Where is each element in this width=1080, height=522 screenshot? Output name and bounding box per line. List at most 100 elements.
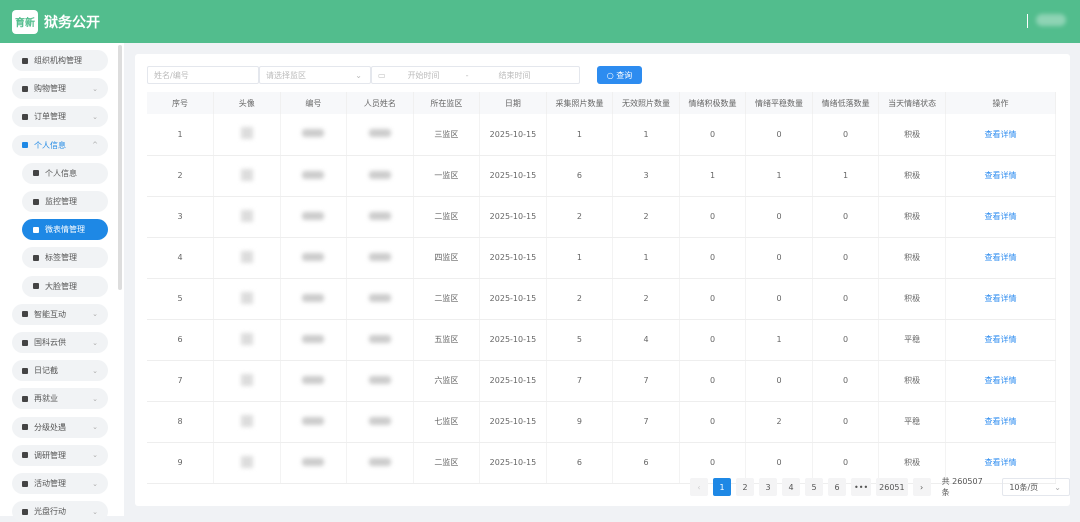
avatar <box>240 414 253 427</box>
sidebar-item-label: 购物管理 <box>34 84 66 94</box>
name-cell <box>346 278 414 320</box>
sidebar-item[interactable]: 订单管理 ⌄ <box>12 106 108 128</box>
sidebar-item[interactable]: 组织机构管理 <box>12 50 108 71</box>
prev-page-button[interactable]: ‹ <box>690 478 708 496</box>
calendar-icon: ▭ <box>378 70 386 80</box>
id-cell <box>280 237 348 279</box>
view-details-link[interactable]: 查看详情 <box>984 376 1017 385</box>
cell: 0 <box>745 278 813 320</box>
table-row: 3 二监区 2025-10-15 2 2 0 0 0 积极 查看详情 <box>147 196 1056 238</box>
view-details-link[interactable]: 查看详情 <box>984 253 1017 262</box>
column-header: 情绪低落数量 <box>812 92 880 114</box>
name-input[interactable]: 姓名/编号 <box>147 66 259 84</box>
sidebar-item[interactable]: 智能互动 ⌄ <box>12 303 108 325</box>
avatar <box>240 373 253 386</box>
view-details-link[interactable]: 查看详情 <box>984 458 1017 467</box>
chevron-down-icon: ⌄ <box>92 423 98 432</box>
cell: 0 <box>745 114 813 156</box>
cell: 0 <box>679 196 747 238</box>
view-details-link[interactable]: 查看详情 <box>984 171 1017 180</box>
page-button[interactable]: 2 <box>736 478 754 496</box>
sidebar-item[interactable]: 活动管理 ⌄ <box>12 473 108 494</box>
sidebar-item-label: 活动管理 <box>34 479 66 488</box>
sidebar-item-label: 光盘行动 <box>34 507 66 517</box>
cell: 6 <box>147 319 215 361</box>
total-count: 共 260507 条 <box>941 477 983 497</box>
main-panel: 姓名/编号 请选择监区 ⌄ ▭ 开始时间 - 结束时间 ○ 查询 序号 头像 编号 人员… <box>135 54 1070 506</box>
chevron-down-icon: ⌄ <box>92 366 98 375</box>
cell: 1 <box>546 237 614 279</box>
cell: 0 <box>812 278 880 320</box>
chevron-down-icon: ⌄ <box>1054 482 1061 492</box>
sidebar-item[interactable]: 光盘行动 ⌄ <box>12 501 108 522</box>
cell: 0 <box>812 114 880 156</box>
column-header: 人员姓名 <box>346 92 414 114</box>
column-header: 情绪积极数量 <box>679 92 747 114</box>
user-menu[interactable] <box>1036 14 1066 26</box>
sidebar-item[interactable]: 分级处遇 ⌄ <box>12 416 108 438</box>
table-row: 5 二监区 2025-10-15 2 2 0 0 0 积极 查看详情 <box>147 278 1056 320</box>
name-cell <box>346 196 414 238</box>
cell: 3 <box>612 155 680 197</box>
view-details-link[interactable]: 查看详情 <box>984 294 1017 303</box>
avatar <box>240 250 253 263</box>
avatar <box>240 127 253 140</box>
view-details-link[interactable]: 查看详情 <box>984 212 1017 221</box>
view-details-link[interactable]: 查看详情 <box>984 335 1017 344</box>
page-button[interactable]: 4 <box>782 478 800 496</box>
area-select-placeholder: 请选择监区 <box>266 70 306 80</box>
column-header: 当天情绪状态 <box>878 92 946 114</box>
sidebar-item[interactable]: 调研管理 ⌄ <box>12 444 108 466</box>
page-button[interactable]: 5 <box>805 478 823 496</box>
sidebar-item[interactable]: 大脸管理 <box>22 275 108 297</box>
page-button[interactable]: 1 <box>713 478 731 496</box>
sidebar-item[interactable]: 国科云供 ⌄ <box>12 332 108 353</box>
avatar-cell <box>213 278 281 320</box>
sidebar-scrollbar[interactable] <box>118 45 122 290</box>
action-cell: 查看详情 <box>945 155 1056 197</box>
cell: 3 <box>147 196 215 238</box>
name-cell <box>346 360 414 402</box>
sidebar-item[interactable]: 微表情管理 <box>22 219 108 241</box>
cell: 二监区 <box>413 196 481 238</box>
cell: 积极 <box>878 155 946 197</box>
chevron-down-icon: ⌄ <box>92 338 98 347</box>
next-page-button[interactable]: › <box>912 478 931 496</box>
action-cell: 查看详情 <box>945 114 1056 156</box>
sidebar-item[interactable]: 再就业 ⌄ <box>12 388 108 410</box>
sidebar-item-label: 个人信息 <box>34 140 66 150</box>
view-details-link[interactable]: 查看详情 <box>984 129 1017 139</box>
sidebar-item[interactable]: 标签管理 <box>22 247 108 269</box>
area-select[interactable]: 请选择监区 ⌄ <box>259 66 371 84</box>
chevron-down-icon: ⌄ <box>92 394 98 403</box>
cell: 0 <box>812 319 880 361</box>
cell: 1 <box>812 155 880 197</box>
date-range-picker[interactable]: ▭ 开始时间 - 结束时间 <box>371 66 580 84</box>
cell: 2 <box>745 401 813 443</box>
cell: 9 <box>147 442 215 484</box>
cell: 2025-10-15 <box>479 278 547 320</box>
page-size-select[interactable]: 10条/页 ⌄ <box>1002 478 1070 496</box>
page-button[interactable]: 6 <box>828 478 846 496</box>
end-date: 结束时间 <box>498 70 531 80</box>
view-details-link[interactable]: 查看详情 <box>984 417 1017 426</box>
avatar-cell <box>213 442 281 484</box>
chevron-down-icon: ⌄ <box>92 310 98 319</box>
sidebar-item[interactable]: 个人信息 ^ <box>12 134 108 156</box>
page-button[interactable]: ••• <box>851 478 872 496</box>
sidebar-item[interactable]: 监控管理 <box>22 191 108 212</box>
avatar <box>240 291 253 304</box>
menu-icon <box>22 508 28 515</box>
sidebar-item[interactable]: 个人信息 <box>22 162 108 184</box>
page-button[interactable]: 3 <box>759 478 777 496</box>
cell: 5 <box>546 319 614 361</box>
query-button[interactable]: ○ 查询 <box>597 66 642 84</box>
sidebar-item-label: 日记截 <box>34 366 58 376</box>
sidebar-item[interactable]: 日记截 ⌄ <box>12 360 108 382</box>
cell: 0 <box>812 401 880 443</box>
cell: 9 <box>546 401 614 443</box>
page-button[interactable]: 26051 <box>876 478 908 496</box>
cell: 0 <box>745 442 813 484</box>
avatar-cell <box>213 196 281 238</box>
sidebar-item[interactable]: 购物管理 ⌄ <box>12 78 108 100</box>
